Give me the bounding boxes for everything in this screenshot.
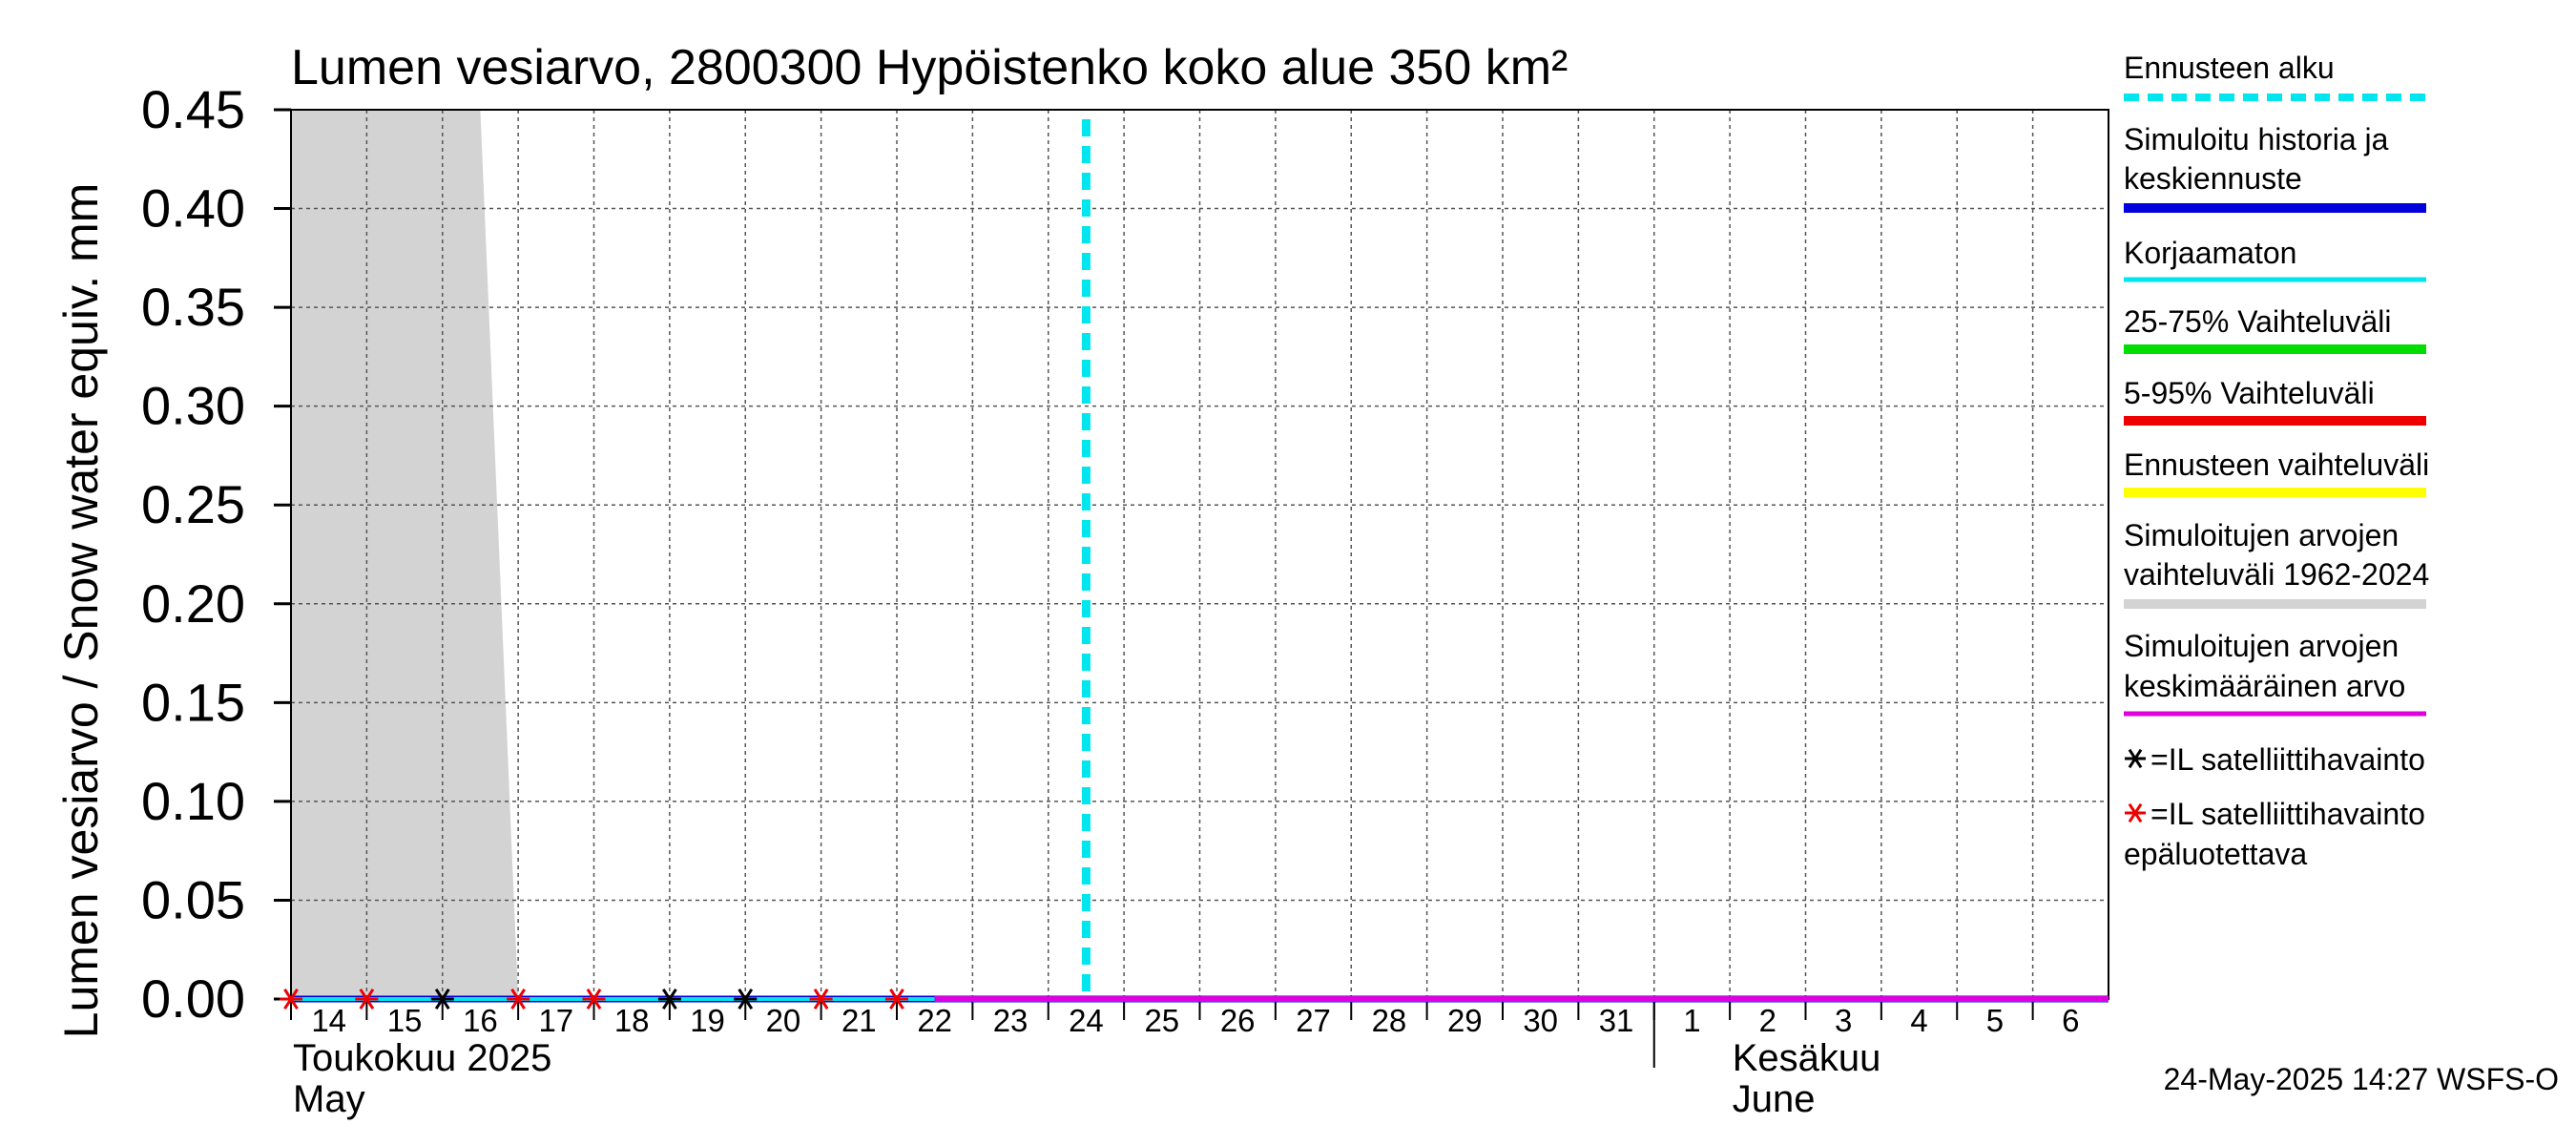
star-stroke xyxy=(283,988,299,1010)
legend-star-icon xyxy=(2125,802,2146,823)
timestamp-footer: 24-May-2025 14:27 WSFS-O xyxy=(2164,1062,2559,1096)
legend-label: 5-95% Vaihteluväli xyxy=(2124,376,2375,410)
unreliable-observation-marker xyxy=(355,988,379,1010)
star-stroke xyxy=(889,988,904,1010)
x-tick-label: 6 xyxy=(2062,1003,2079,1038)
x-tick-label: 24 xyxy=(1069,1003,1104,1038)
x-tick-label: 20 xyxy=(766,1003,801,1038)
star-stroke xyxy=(813,988,829,1010)
month-label: Kesäkuu xyxy=(1733,1037,1881,1079)
legend-label: Simuloitu historia ja xyxy=(2124,122,2389,156)
y-tick-label: 0.00 xyxy=(141,968,245,1029)
y-tick-label: 0.45 xyxy=(141,79,245,139)
historical-range-area xyxy=(291,110,519,999)
legend-label: =IL satelliittihavainto xyxy=(2150,742,2425,777)
chart-title: Lumen vesiarvo, 2800300 Hypöistenko koko… xyxy=(291,40,1568,95)
legend-label: Ennusteen vaihteluväli xyxy=(2124,448,2429,482)
y-tick-label: 0.10 xyxy=(141,771,245,831)
x-tick-label: 4 xyxy=(1910,1003,1927,1038)
y-tick-label: 0.25 xyxy=(141,474,245,534)
x-tick-label: 1 xyxy=(1683,1003,1700,1038)
x-tick-label: 5 xyxy=(1986,1003,2004,1038)
x-tick-label: 22 xyxy=(917,1003,952,1038)
legend-label: Simuloitujen arvojen xyxy=(2124,629,2399,663)
y-tick-label: 0.35 xyxy=(141,277,245,337)
legend-label: Simuloitujen arvojen xyxy=(2124,518,2399,552)
star-stroke xyxy=(586,988,602,1010)
y-tick-label: 0.40 xyxy=(141,178,245,239)
month-label-en: May xyxy=(293,1078,365,1120)
legend-star-icon xyxy=(2125,748,2146,769)
star-stroke xyxy=(2128,748,2143,769)
month-label: Toukokuu 2025 xyxy=(293,1037,551,1079)
month-label-en: June xyxy=(1733,1078,1816,1120)
x-tick-label: 28 xyxy=(1372,1003,1407,1038)
x-tick-label: 2 xyxy=(1759,1003,1776,1038)
legend-label: Ennusteen alku xyxy=(2124,51,2335,85)
plot-area: 0.00 0.05 0.10 0.15 0.20 0.25 0.30 0.35 0.40 0.45… xyxy=(141,79,2109,1120)
star-stroke xyxy=(359,988,375,1010)
legend: Ennusteen alku Simuloitu historia ja keski… xyxy=(2124,51,2429,871)
x-tick-label: 26 xyxy=(1220,1003,1256,1038)
legend-label: vaihteluväli 1962-2024 xyxy=(2124,557,2429,592)
observation-marker xyxy=(657,988,681,1010)
x-tick-label: 19 xyxy=(690,1003,725,1038)
x-tick-label: 16 xyxy=(463,1003,498,1038)
x-tick-label: 23 xyxy=(993,1003,1028,1038)
x-tick-label: 29 xyxy=(1447,1003,1483,1038)
y-tick-label: 0.15 xyxy=(141,672,245,732)
x-tick-label: 14 xyxy=(311,1003,346,1038)
legend-label: keskimääräinen arvo xyxy=(2124,669,2405,703)
star-stroke xyxy=(434,988,450,1010)
x-tick-label: 3 xyxy=(1835,1003,1852,1038)
legend-label: =IL satelliittihavainto xyxy=(2150,797,2425,831)
unreliable-observation-marker xyxy=(507,988,530,1010)
y-axis-label: Lumen vesiarvo / Snow water equiv. mm xyxy=(54,183,108,1039)
legend-label: keskiennuste xyxy=(2124,161,2302,196)
x-tick-label: 27 xyxy=(1296,1003,1331,1038)
legend-label: 25-75% Vaihteluväli xyxy=(2124,304,2391,339)
y-tick-label: 0.20 xyxy=(141,573,245,634)
x-tick-label: 21 xyxy=(841,1003,877,1038)
x-tick-label: 18 xyxy=(614,1003,650,1038)
observation-marker xyxy=(734,988,758,1010)
unreliable-observation-marker xyxy=(582,988,606,1010)
unreliable-observation-marker xyxy=(885,988,908,1010)
x-tick-label: 25 xyxy=(1144,1003,1179,1038)
star-stroke xyxy=(662,988,677,1010)
star-stroke xyxy=(510,988,526,1010)
unreliable-observation-marker xyxy=(809,988,833,1010)
y-tick-label: 0.30 xyxy=(141,376,245,436)
x-tick-label: 30 xyxy=(1523,1003,1558,1038)
x-tick-label: 31 xyxy=(1599,1003,1634,1038)
observation-marker xyxy=(430,988,454,1010)
unreliable-observation-marker xyxy=(280,988,302,1010)
y-tick-label: 0.05 xyxy=(141,869,245,929)
legend-label: epäluotettava xyxy=(2124,837,2307,871)
x-tick-label: 15 xyxy=(387,1003,423,1038)
star-stroke xyxy=(737,988,754,1010)
x-tick-label: 17 xyxy=(538,1003,573,1038)
legend-label: Korjaamaton xyxy=(2124,236,2296,270)
star-stroke xyxy=(2128,802,2143,823)
